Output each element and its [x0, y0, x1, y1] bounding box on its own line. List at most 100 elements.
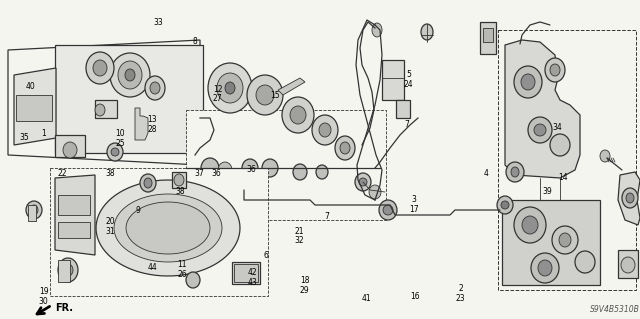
Text: 18
29: 18 29 [300, 276, 310, 295]
Ellipse shape [110, 53, 150, 97]
Polygon shape [114, 194, 222, 262]
Text: 44: 44 [147, 263, 157, 272]
Ellipse shape [111, 148, 119, 156]
Ellipse shape [355, 173, 371, 191]
Text: 5
24: 5 24 [403, 70, 413, 89]
Ellipse shape [545, 58, 565, 82]
Bar [50, 168, 268, 296]
Bar [55, 45, 203, 153]
Ellipse shape [86, 52, 114, 84]
Text: 14: 14 [558, 173, 568, 182]
Bar [618, 250, 638, 278]
Ellipse shape [125, 69, 135, 81]
Text: 13
28: 13 28 [147, 115, 157, 134]
Bar [95, 100, 117, 118]
Bar [55, 135, 85, 157]
Ellipse shape [30, 205, 38, 215]
Ellipse shape [600, 150, 610, 162]
Ellipse shape [144, 178, 152, 188]
Polygon shape [502, 200, 600, 285]
Ellipse shape [528, 117, 552, 143]
Text: 35: 35 [19, 133, 29, 142]
Text: 42
43: 42 43 [248, 268, 258, 287]
Ellipse shape [201, 158, 219, 178]
Ellipse shape [256, 85, 274, 105]
Text: 38: 38 [175, 187, 186, 196]
Text: 3
17: 3 17 [409, 195, 419, 213]
Polygon shape [618, 172, 640, 225]
Bar [186, 110, 386, 220]
Polygon shape [278, 78, 305, 95]
Ellipse shape [95, 104, 105, 116]
Ellipse shape [383, 205, 393, 215]
Ellipse shape [522, 216, 538, 234]
Text: 7: 7 [324, 212, 329, 221]
Bar [58, 222, 90, 238]
Ellipse shape [118, 61, 142, 89]
Bar [232, 262, 260, 284]
Bar [480, 22, 496, 54]
Text: 7: 7 [404, 120, 409, 129]
Bar [483, 28, 493, 42]
Ellipse shape [538, 260, 552, 276]
Polygon shape [96, 180, 240, 276]
Text: 34: 34 [552, 123, 562, 132]
Bar [396, 100, 410, 118]
Text: 33: 33 [154, 18, 164, 27]
Ellipse shape [319, 123, 331, 137]
Ellipse shape [506, 162, 524, 182]
Ellipse shape [58, 258, 78, 282]
Polygon shape [505, 40, 580, 178]
Polygon shape [14, 68, 56, 145]
Ellipse shape [93, 60, 107, 76]
Ellipse shape [186, 272, 200, 288]
Ellipse shape [312, 115, 338, 145]
Text: 10
25: 10 25 [115, 130, 125, 148]
Ellipse shape [511, 167, 519, 177]
Bar [16, 95, 52, 121]
Ellipse shape [621, 257, 635, 273]
Bar [172, 172, 186, 188]
Ellipse shape [290, 106, 306, 124]
Ellipse shape [372, 23, 382, 37]
Ellipse shape [242, 159, 258, 177]
Polygon shape [135, 108, 148, 140]
Ellipse shape [150, 82, 160, 94]
Text: 22: 22 [58, 169, 67, 178]
Text: 36: 36 [246, 165, 257, 174]
Ellipse shape [145, 76, 165, 100]
Bar [382, 60, 404, 100]
Ellipse shape [293, 164, 307, 180]
Ellipse shape [262, 159, 278, 177]
Text: 9: 9 [135, 206, 140, 215]
Ellipse shape [552, 226, 578, 254]
Polygon shape [55, 175, 95, 255]
Text: 39: 39 [542, 187, 552, 196]
Text: 19
30: 19 30 [38, 287, 49, 306]
Text: 4: 4 [484, 169, 489, 178]
Polygon shape [126, 202, 210, 254]
Ellipse shape [26, 201, 42, 219]
Text: 2
23: 2 23 [456, 284, 466, 303]
Text: 38: 38 [105, 169, 115, 178]
Ellipse shape [247, 75, 283, 115]
Ellipse shape [514, 66, 542, 98]
Text: 37: 37 [195, 169, 205, 178]
Ellipse shape [140, 174, 156, 192]
Ellipse shape [63, 142, 77, 158]
Text: 20
31: 20 31 [105, 217, 115, 236]
Ellipse shape [282, 97, 314, 133]
Text: 6: 6 [263, 251, 268, 260]
Bar [28, 205, 36, 221]
Ellipse shape [174, 174, 184, 186]
Text: 1: 1 [41, 130, 46, 138]
Text: 11
26: 11 26 [177, 260, 188, 279]
Ellipse shape [208, 63, 252, 113]
Ellipse shape [335, 136, 355, 160]
Text: 40: 40 [26, 82, 36, 91]
Bar [58, 260, 70, 282]
Ellipse shape [531, 253, 559, 283]
Ellipse shape [521, 74, 535, 90]
Ellipse shape [340, 142, 350, 154]
Ellipse shape [217, 73, 243, 103]
